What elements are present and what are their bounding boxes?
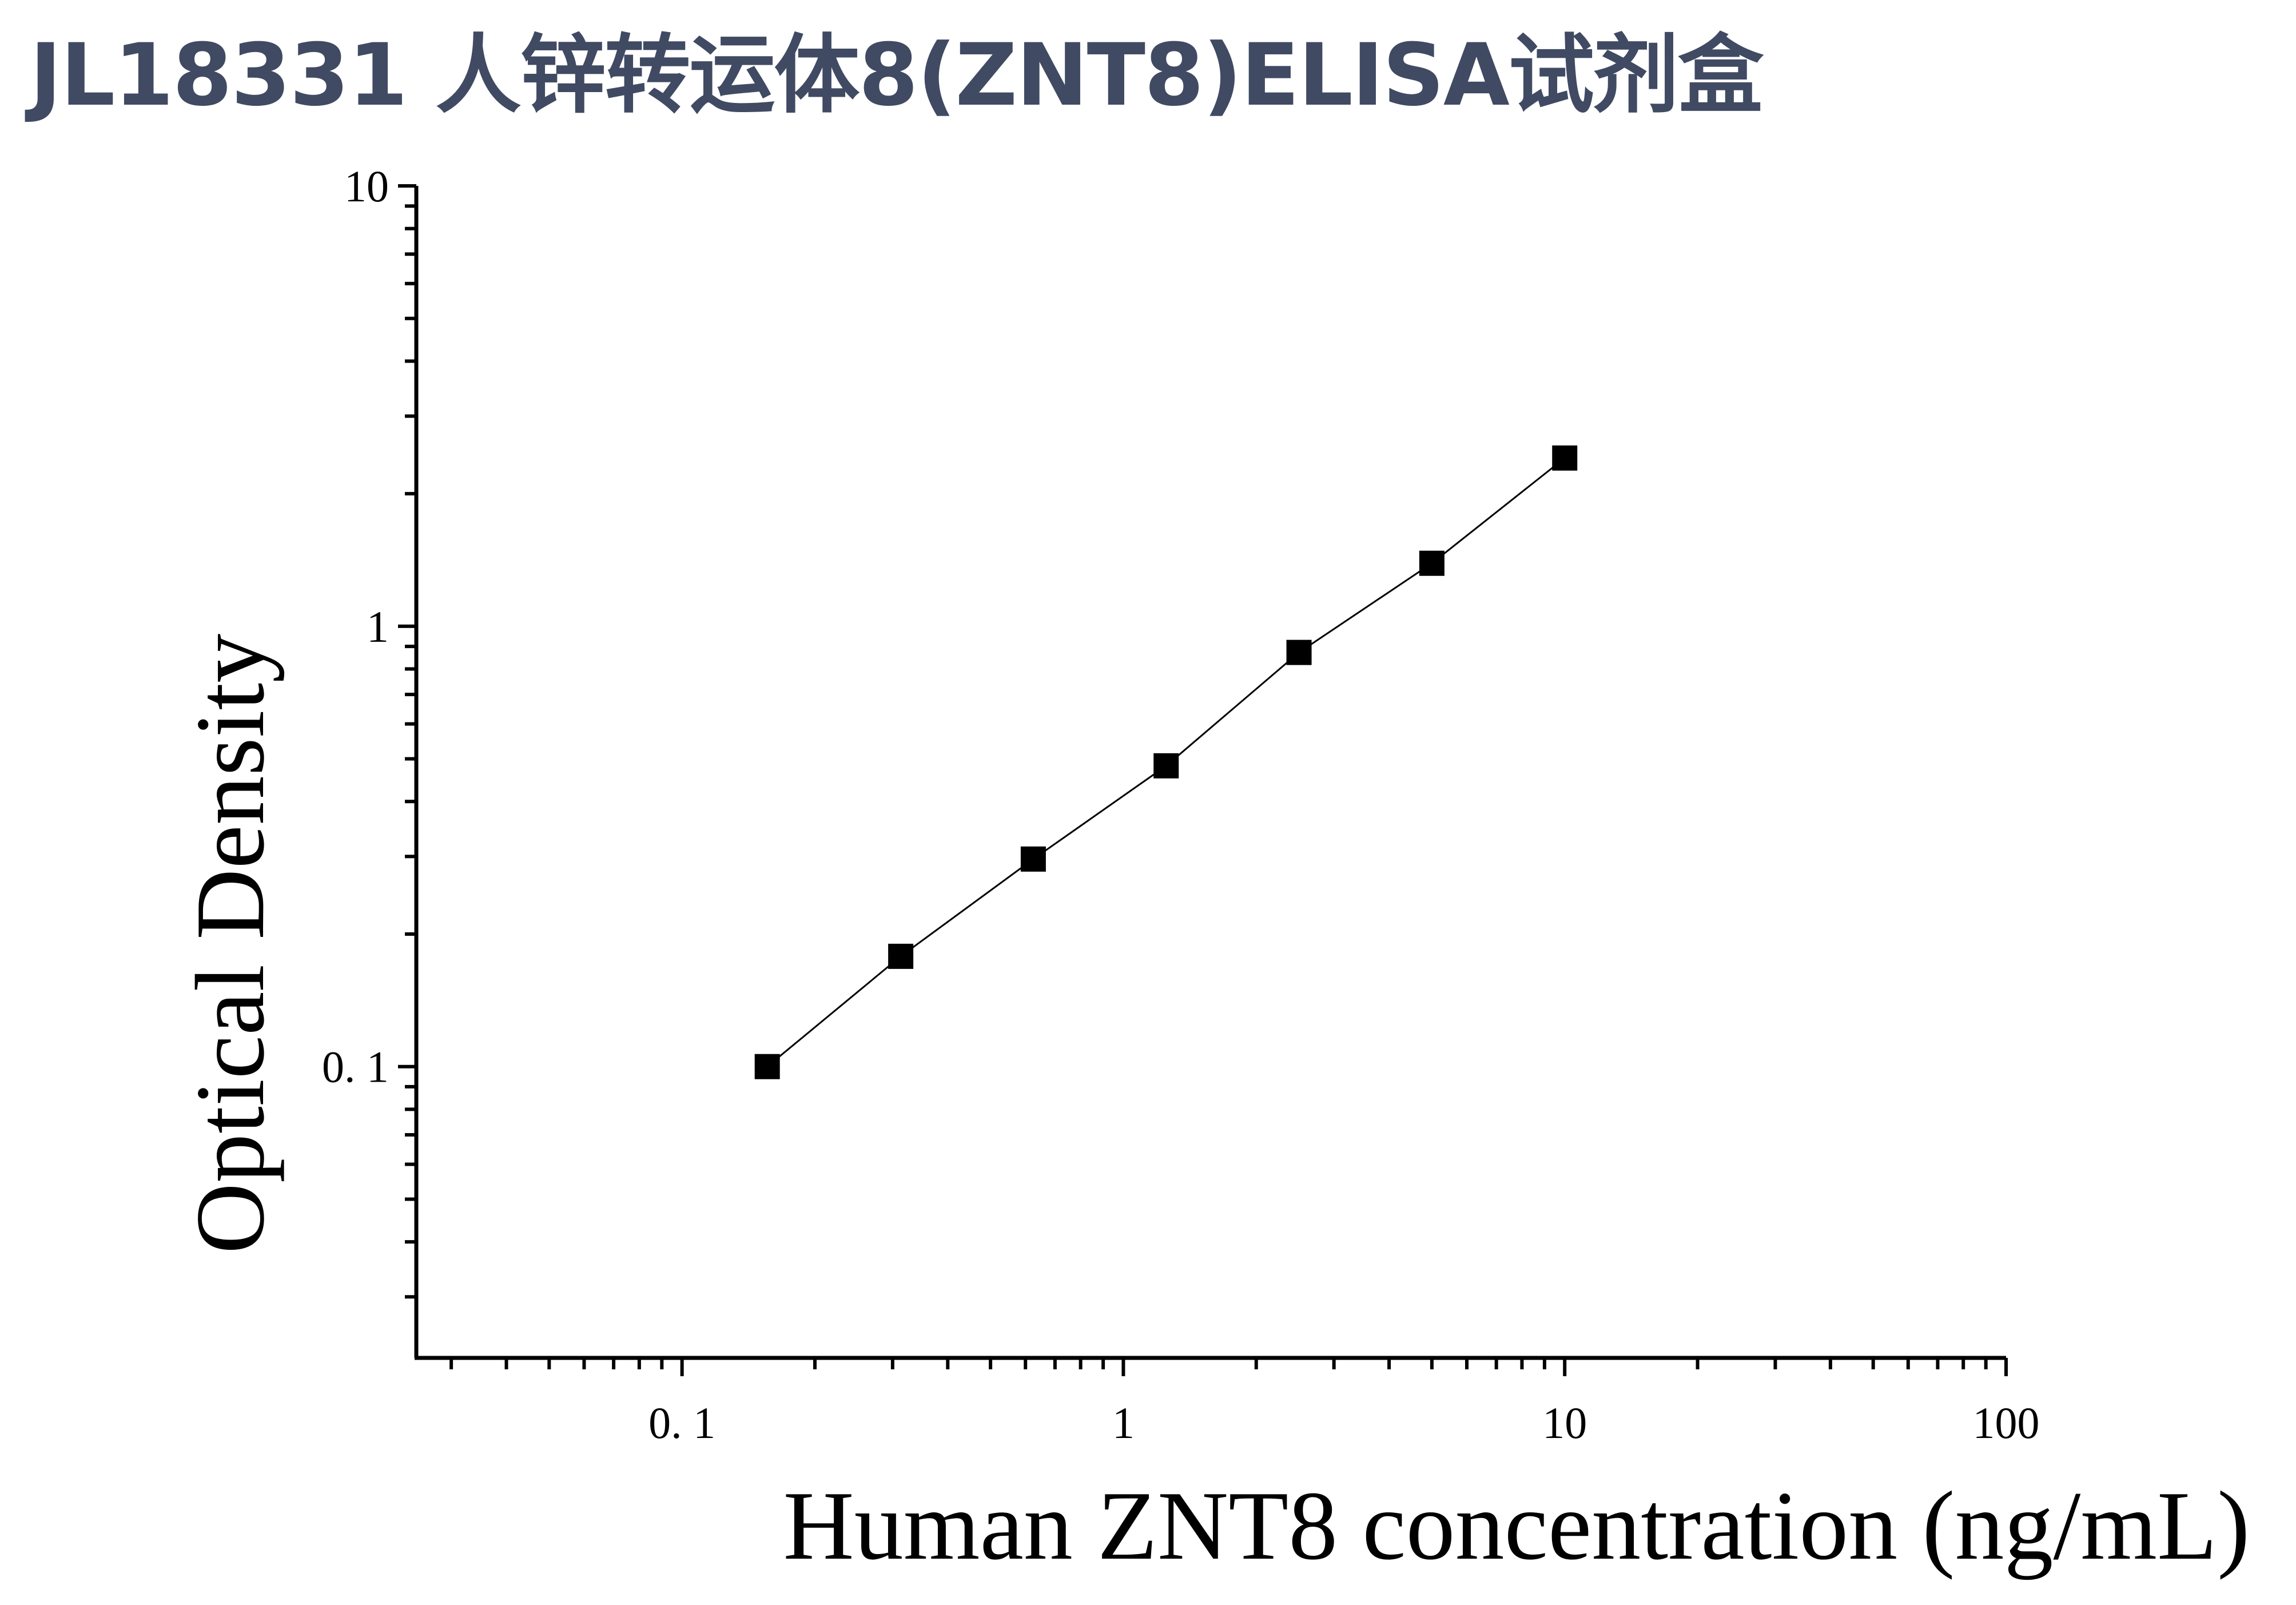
y-tick-label: 1 [367, 602, 389, 651]
data-point [888, 943, 914, 969]
chart-title: JL18331 人锌转运体8(ZNT8)ELISA试剂盒 [30, 26, 1764, 125]
y-tick-label: 10 [344, 161, 389, 211]
x-tick-label: 1 [1112, 1398, 1135, 1448]
x-tick-label: 0. 1 [648, 1398, 715, 1448]
x-tick-label: 10 [1542, 1398, 1587, 1448]
data-point [1286, 639, 1312, 665]
data-point [1153, 753, 1179, 778]
data-point [1419, 550, 1445, 576]
y-tick-label: 0. 1 [322, 1042, 389, 1092]
y-axis-label: Optical Density [176, 634, 285, 1254]
data-point [1552, 445, 1578, 471]
axis-ticks: 0. 1 1 10 100 0. 1 1 10 [322, 161, 2040, 1448]
x-tick-label: 100 [1973, 1398, 2040, 1448]
axes [414, 186, 2006, 1360]
data-points [754, 445, 1578, 1079]
data-point [1020, 846, 1046, 872]
data-point [754, 1054, 780, 1079]
x-axis-label: Human ZNT8 concentration (ng/mL) [783, 1472, 2250, 1580]
